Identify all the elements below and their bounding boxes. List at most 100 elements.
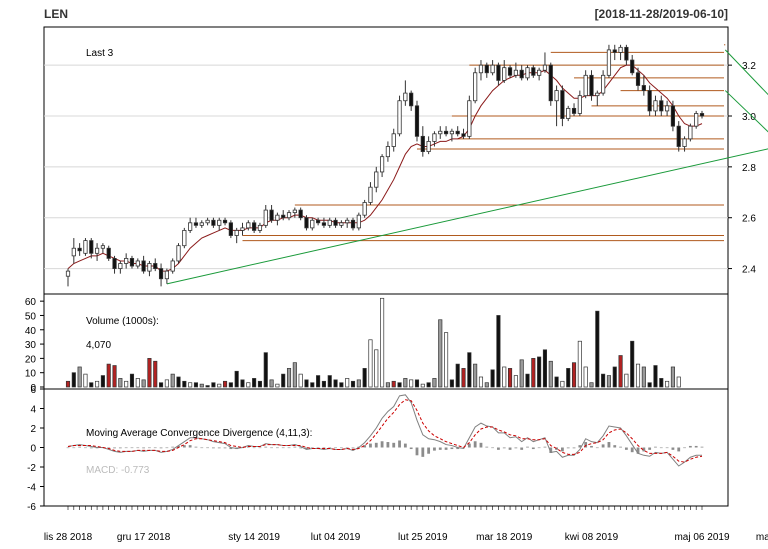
volume-bar: [374, 349, 379, 388]
macd-histogram-bar: [84, 447, 87, 449]
macd-histogram-bar: [648, 447, 652, 450]
volume-bar: [397, 382, 402, 388]
candle: [350, 217, 356, 231]
candle: [170, 258, 175, 274]
candle: [362, 199, 367, 218]
x-tick-label: lis 28 2018: [44, 532, 93, 543]
macd-histogram-bar: [293, 446, 297, 448]
volume-bar: [217, 383, 222, 388]
candle: [106, 245, 111, 261]
macd-histogram-bar: [188, 445, 192, 448]
candle-body: [222, 219, 228, 224]
macd-histogram-bar: [624, 447, 628, 450]
candle: [414, 100, 420, 142]
volume-bar: [513, 375, 518, 388]
macd-histogram-bar: [683, 447, 686, 449]
candle: [670, 100, 676, 132]
candle-body: [327, 219, 332, 226]
candle: [94, 243, 100, 261]
macd-label: Moving Average Convergence Divergence (4…: [86, 428, 312, 439]
macd-histogram-bar: [339, 447, 343, 449]
macd-panel: -6 -4 -2 0 2 4: [27, 388, 729, 513]
candle: [542, 52, 548, 73]
volume-bar: [554, 376, 559, 388]
candle-body: [112, 257, 117, 269]
candle-body: [147, 263, 152, 272]
macd-histogram-bar: [124, 447, 128, 449]
candle: [327, 217, 332, 228]
candle: [461, 128, 466, 139]
macd-histogram-bar: [450, 447, 454, 450]
volume-bar: [182, 380, 187, 388]
candle-body: [397, 100, 402, 135]
price-tick-label: 3.2: [742, 61, 756, 72]
volume-bar: [414, 379, 420, 388]
macd-histogram-bar: [520, 447, 524, 450]
candle-body: [414, 105, 420, 137]
volume-bar: [409, 379, 414, 388]
candle: [630, 54, 635, 76]
volume-bar: [630, 340, 635, 388]
candle-body: [612, 49, 617, 53]
candle: [653, 95, 658, 116]
macd-histogram-bar: [171, 446, 175, 448]
candle: [612, 44, 617, 61]
candle-body: [665, 105, 670, 112]
trendline: [724, 49, 768, 96]
price-annotation: Last 3: [86, 48, 114, 59]
candle-body: [438, 130, 443, 135]
candle: [153, 258, 158, 272]
candle-body: [205, 219, 210, 224]
macd-histogram-bar: [363, 445, 367, 448]
macd-histogram-bar: [578, 445, 582, 448]
macd-histogram-bar: [514, 447, 518, 449]
volume-bar: [380, 297, 385, 388]
candle-body: [100, 245, 105, 249]
candle: [589, 70, 594, 101]
candle-body: [443, 130, 449, 135]
candle: [176, 243, 181, 264]
candle-body: [350, 219, 356, 229]
candle: [694, 110, 699, 129]
volume-bar: [170, 373, 175, 388]
volume-label: Volume (1000s):: [86, 316, 159, 327]
candle: [234, 227, 239, 244]
candle: [560, 85, 565, 127]
candle: [606, 44, 612, 78]
volume-bar: [537, 356, 542, 388]
volume-bar: [438, 319, 443, 388]
volume-bar: [473, 363, 478, 388]
macd-histogram-bar: [287, 447, 291, 449]
candle-body: [362, 202, 367, 216]
volume-bar: [304, 379, 309, 388]
candle: [513, 62, 518, 78]
macd-histogram-bar: [270, 447, 273, 449]
candle: [438, 126, 443, 139]
candle-body: [542, 64, 548, 71]
candle-body: [158, 268, 164, 280]
candle: [647, 85, 652, 116]
macd-tick-label: -4: [27, 483, 36, 494]
volume-bar: [350, 380, 356, 388]
volume-bar: [211, 382, 216, 388]
candle: [112, 255, 117, 274]
volume-bar: [193, 382, 199, 388]
macd-histogram-bar: [491, 447, 495, 449]
candle-body: [170, 260, 175, 272]
candle: [193, 217, 199, 228]
candle-body: [449, 130, 454, 135]
volume-bar: [147, 358, 152, 388]
macd-histogram-bar: [508, 447, 512, 450]
candle-body: [699, 113, 705, 117]
macd-histogram-bar: [636, 447, 640, 454]
volume-bar: [188, 382, 193, 388]
candle: [484, 62, 489, 78]
candle: [426, 136, 431, 155]
candle-body: [531, 67, 536, 76]
candle: [455, 126, 460, 137]
candle-body: [298, 209, 303, 219]
candle-body: [339, 222, 344, 226]
candle: [205, 217, 210, 226]
candle: [566, 105, 571, 122]
